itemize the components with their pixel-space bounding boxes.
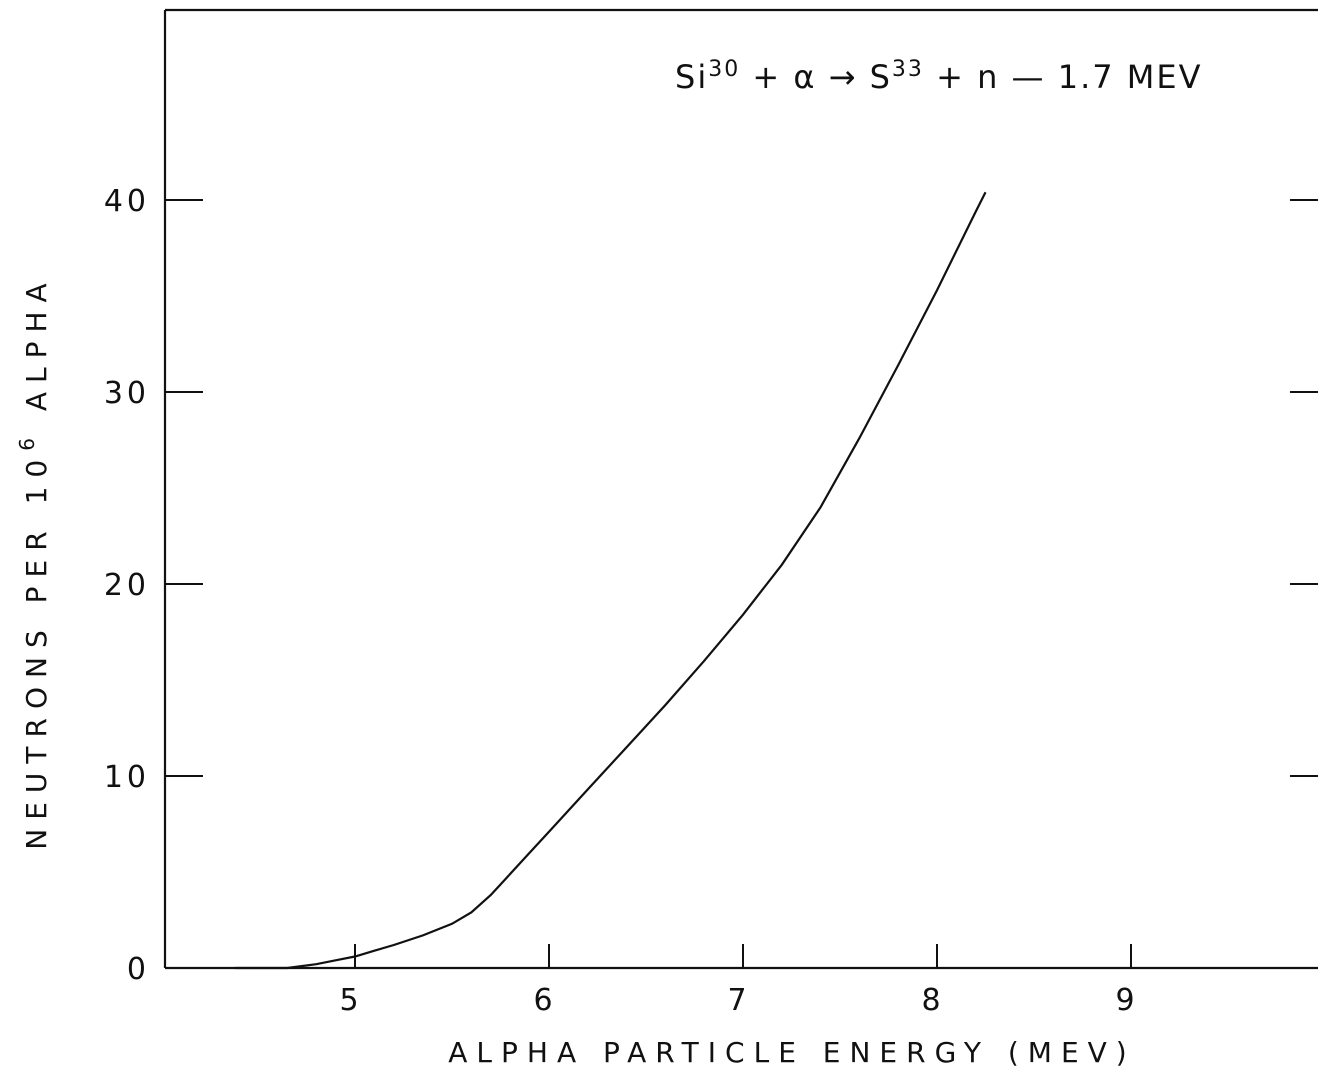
x-tick-label: 5 <box>339 983 362 1018</box>
y-tick-label: 20 <box>104 568 150 603</box>
ticks <box>165 199 1318 968</box>
axes <box>163 8 1318 970</box>
y-tick-label: 0 <box>127 952 150 987</box>
annotation: Si30 + α → S33 + n — 1.7 MEV <box>675 57 1202 97</box>
y-tick-label: 10 <box>104 760 150 795</box>
x-tick-label: 8 <box>921 983 944 1018</box>
x-axis-title: ALPHA PARTICLE ENERGY (MEV) <box>448 1036 1135 1069</box>
x-tick-label: 9 <box>1115 983 1138 1018</box>
y-tick-label: 40 <box>104 184 150 219</box>
x-tick-label: 6 <box>533 983 556 1018</box>
tick-labels: 5 6 7 8 9 0 10 20 30 40 <box>104 184 1138 1018</box>
y-tick-label: 30 <box>104 376 150 411</box>
x-tick-label: 7 <box>727 983 750 1018</box>
y-axis-title: NEUTRONS PER 106 ALPHA <box>15 274 53 849</box>
series-line <box>235 191 987 970</box>
